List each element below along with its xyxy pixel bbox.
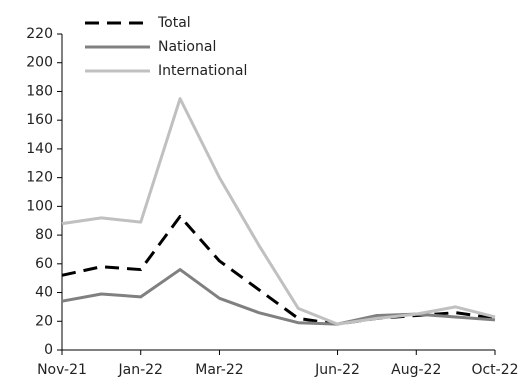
y-tick-label: 100 xyxy=(26,198,53,214)
y-tick-label: 220 xyxy=(26,26,53,42)
x-tick-label: Nov-21 xyxy=(37,362,87,378)
series-line xyxy=(61,97,496,326)
x-tick-label: Aug-22 xyxy=(391,362,441,378)
y-tick-label: 120 xyxy=(26,170,53,186)
x-tick-label: Jun-22 xyxy=(314,362,360,378)
y-tick-label: 60 xyxy=(35,256,53,272)
y-tick-label: 40 xyxy=(35,285,53,301)
y-tick-label: 0 xyxy=(44,342,53,358)
legend-label: Total xyxy=(157,15,191,31)
y-tick-label: 200 xyxy=(26,55,53,71)
y-tick-label: 20 xyxy=(35,313,53,329)
x-tick-label: Jan-22 xyxy=(118,362,163,378)
y-tick-label: 80 xyxy=(35,227,53,243)
x-tick-label: Mar-22 xyxy=(195,362,243,378)
series-line xyxy=(61,214,496,326)
y-tick-label: 160 xyxy=(26,112,53,128)
legend-label: International xyxy=(158,63,247,79)
y-tick-label: 180 xyxy=(26,83,53,99)
y-tick-label: 140 xyxy=(26,141,53,157)
x-tick-label: Oct-22 xyxy=(471,362,518,378)
legend-label: National xyxy=(158,39,216,55)
series-line xyxy=(61,268,496,326)
